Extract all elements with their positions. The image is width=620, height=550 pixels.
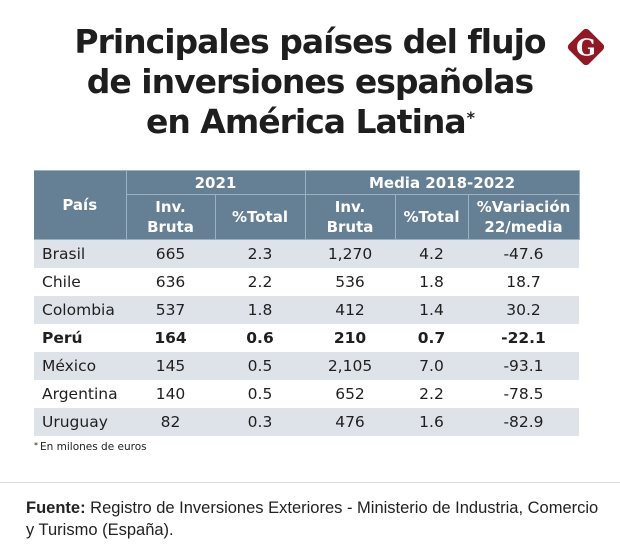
country-cell: Brasil — [34, 239, 126, 268]
country-cell: Chile — [42, 273, 81, 291]
footnote-text: En milones de euros — [40, 441, 147, 453]
header-line: Bruta — [147, 218, 194, 236]
source-note: Fuente: Registro de Inversiones Exterior… — [26, 497, 606, 541]
pct-total-2021-cell: 0.3 — [215, 408, 305, 436]
table-row: México 145 0.5 2,105 7.0 -93.1 — [34, 352, 579, 380]
table-row: Perú 164 0.6 210 0.7 -22.1 — [34, 324, 579, 352]
pct-total-media-cell: 2.2 — [419, 385, 444, 403]
inv-bruta-media-cell: 476 — [305, 408, 395, 436]
table-row: Chile 636 2.2 536 1.8 18.7 — [34, 268, 579, 296]
table-row: Brasil 665 2.3 1,270 4.2 -47.6 — [34, 239, 579, 268]
inv-bruta-2021-cell: 82 — [126, 408, 215, 436]
variacion-cell: -93.1 — [468, 352, 579, 380]
chart-title: Principales países del flujo de inversio… — [0, 22, 620, 142]
header-group-media: Media 2018-2022 — [304, 170, 580, 195]
header-variacion: %Variación 22/media — [467, 194, 580, 240]
title-line-3: en América Latina* — [0, 102, 620, 142]
variacion-cell: -82.9 — [468, 408, 579, 436]
inv-bruta-2021-cell: 164 — [154, 329, 187, 347]
variacion-cell: 30.2 — [468, 296, 579, 324]
table-row: Colombia 537 1.8 412 1.4 30.2 — [34, 296, 579, 324]
country-cell: Perú — [42, 329, 83, 347]
source-label: Fuente: — [26, 499, 86, 517]
logo-letter: G — [576, 35, 596, 62]
header-pct-total-2021: %Total — [214, 194, 306, 240]
title-asterisk: * — [466, 108, 475, 127]
investment-table: País 2021 Media 2018-2022 Inv. Bruta %Tot… — [34, 170, 580, 436]
title-line-2: de inversiones españolas — [86, 62, 534, 101]
header-pais: País — [34, 170, 127, 240]
country-cell: Colombia — [34, 296, 126, 324]
table-row: Uruguay 82 0.3 476 1.6 -82.9 — [34, 408, 579, 436]
header-inv-bruta-media: Inv. Bruta — [304, 194, 396, 240]
pct-total-media-cell: 0.7 — [417, 329, 446, 347]
pct-total-media-cell: 1.6 — [395, 408, 468, 436]
inv-bruta-media-cell: 2,105 — [305, 352, 395, 380]
pct-total-media-cell: 1.4 — [395, 296, 468, 324]
inv-bruta-2021-cell: 145 — [126, 352, 215, 380]
inv-bruta-2021-cell: 665 — [126, 239, 215, 268]
pct-total-2021-cell: 2.2 — [247, 273, 273, 291]
pct-total-media-cell: 7.0 — [395, 352, 468, 380]
gestion-g-logo-icon: G — [567, 28, 605, 66]
header-line: %Variación — [476, 198, 571, 216]
pct-total-2021-cell: 1.8 — [215, 296, 305, 324]
inv-bruta-media-cell: 536 — [335, 273, 365, 291]
inv-bruta-media-cell: 1,270 — [305, 239, 395, 268]
variacion-cell: -47.6 — [468, 239, 579, 268]
inv-bruta-media-cell: 652 — [335, 385, 365, 403]
header-line: Inv. — [155, 198, 186, 216]
inv-bruta-2021-cell: 537 — [126, 296, 215, 324]
footnote: * En milones de euros — [34, 441, 147, 453]
pct-total-2021-cell: 0.5 — [215, 352, 305, 380]
logo-diamond — [567, 28, 605, 66]
inv-bruta-media-cell: 412 — [305, 296, 395, 324]
country-cell: Uruguay — [34, 408, 126, 436]
inv-bruta-2021-cell: 140 — [155, 385, 186, 403]
header-line: Bruta — [326, 218, 374, 236]
pct-total-media-cell: 4.2 — [395, 239, 468, 268]
pct-total-2021-cell: 0.5 — [247, 385, 273, 403]
title-line-1: Principales países del flujo — [74, 22, 546, 61]
header-line: 22/media — [484, 218, 563, 236]
variacion-cell: -22.1 — [501, 329, 546, 347]
inv-bruta-media-cell: 210 — [333, 329, 367, 347]
footnote-marker: * — [34, 441, 38, 450]
header-pct-total-media: %Total — [394, 194, 469, 240]
variacion-cell: 18.7 — [506, 273, 541, 291]
country-cell: Argentina — [42, 385, 118, 403]
variacion-cell: -78.5 — [503, 385, 544, 403]
divider — [0, 482, 620, 483]
header-inv-bruta-2021: Inv. Bruta — [125, 194, 216, 240]
pct-total-2021-cell: 0.6 — [246, 329, 274, 347]
header-group-2021: 2021 — [125, 170, 306, 195]
title-line-3-text: en América Latina — [145, 102, 467, 141]
inv-bruta-2021-cell: 636 — [155, 273, 186, 291]
country-cell: México — [34, 352, 126, 380]
table-row: Argentina 140 0.5 652 2.2 -78.5 — [34, 380, 579, 408]
pct-total-2021-cell: 2.3 — [215, 239, 305, 268]
table-body: Brasil 665 2.3 1,270 4.2 -47.6 Chile 636 2.2 536 1… — [34, 239, 579, 436]
source-text: Registro de Inversiones Exteriores - Min… — [26, 499, 599, 539]
pct-total-media-cell: 1.8 — [419, 273, 444, 291]
header-line: Inv. — [334, 198, 366, 216]
